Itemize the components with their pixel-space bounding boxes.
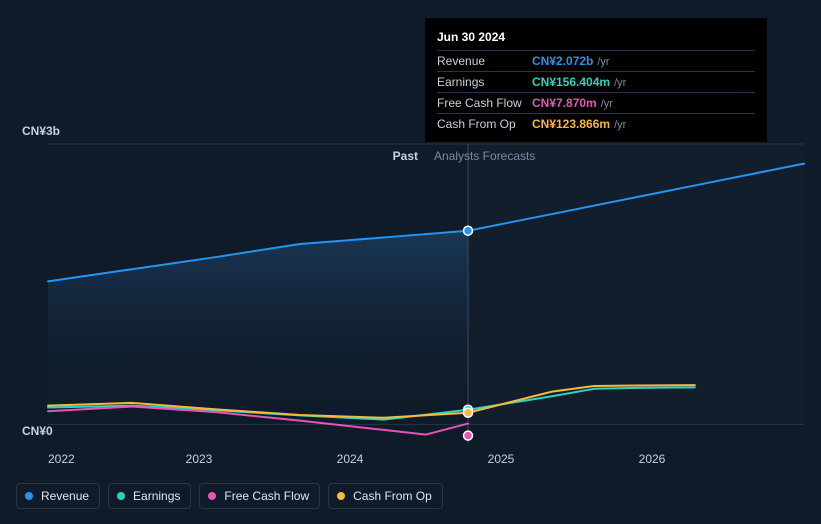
tooltip-label: Revenue (437, 54, 532, 68)
tooltip-label: Free Cash Flow (437, 96, 532, 110)
y-tick-0: CN¥0 (22, 424, 53, 438)
legend-label: Earnings (133, 489, 180, 503)
legend: Revenue Earnings Free Cash Flow Cash Fro… (16, 483, 443, 509)
financial-chart: CN¥3b CN¥0 2022 2023 2024 2025 2026 Past… (0, 0, 821, 524)
tooltip-date: Jun 30 2024 (437, 26, 755, 50)
y-tick-3b: CN¥3b (22, 124, 60, 138)
tooltip-row-earnings: Earnings CN¥156.404m /yr (437, 71, 755, 92)
tooltip-value: CN¥156.404m (532, 75, 610, 89)
tooltip-label: Cash From Op (437, 117, 532, 131)
tooltip-unit: /yr (601, 98, 613, 110)
chart-tooltip: Jun 30 2024 Revenue CN¥2.072b /yr Earnin… (425, 18, 767, 142)
past-region-label: Past (393, 149, 418, 163)
tooltip-unit: /yr (614, 119, 626, 131)
x-tick-2024: 2024 (337, 452, 364, 466)
legend-label: Free Cash Flow (224, 489, 309, 503)
tooltip-row-cfo: Cash From Op CN¥123.866m /yr (437, 113, 755, 134)
x-tick-2026: 2026 (639, 452, 666, 466)
tooltip-value: CN¥2.072b (532, 54, 593, 68)
legend-item-fcf[interactable]: Free Cash Flow (199, 483, 320, 509)
tooltip-label: Earnings (437, 75, 532, 89)
tooltip-unit: /yr (597, 56, 609, 68)
tooltip-row-fcf: Free Cash Flow CN¥7.870m /yr (437, 92, 755, 113)
legend-swatch (25, 492, 33, 500)
legend-label: Cash From Op (353, 489, 432, 503)
legend-item-cfo[interactable]: Cash From Op (328, 483, 443, 509)
legend-item-revenue[interactable]: Revenue (16, 483, 100, 509)
tooltip-value: CN¥7.870m (532, 96, 597, 110)
legend-item-earnings[interactable]: Earnings (108, 483, 191, 509)
x-tick-2022: 2022 (48, 452, 75, 466)
tooltip-row-revenue: Revenue CN¥2.072b /yr (437, 50, 755, 71)
legend-swatch (337, 492, 345, 500)
legend-swatch (117, 492, 125, 500)
tooltip-unit: /yr (614, 77, 626, 89)
x-tick-2025: 2025 (488, 452, 515, 466)
tooltip-value: CN¥123.866m (532, 117, 610, 131)
legend-swatch (208, 492, 216, 500)
x-tick-2023: 2023 (186, 452, 213, 466)
legend-label: Revenue (41, 489, 89, 503)
forecast-region-label: Analysts Forecasts (434, 149, 535, 163)
